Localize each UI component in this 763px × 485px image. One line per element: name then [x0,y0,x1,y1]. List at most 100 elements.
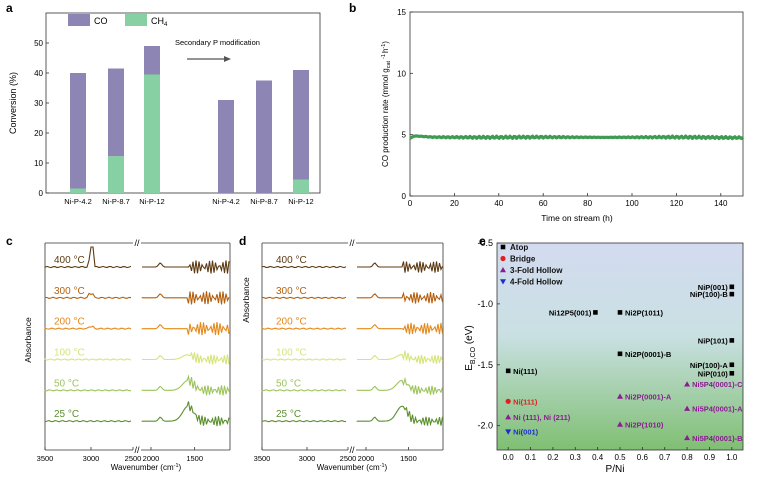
panel-a-annotation: Secondary P modification [175,38,260,47]
point-label: NiP(100)-A [690,361,729,370]
x-tick-label: 2000 [358,454,375,463]
panel-e-points: Ni(111) Ni(111) Ni (111), Ni (211) Ni(001) N… [505,283,743,443]
temperature-label: 200 °C [276,317,307,328]
marker-circle [500,255,506,262]
x-tick-label: 1.0 [726,453,738,462]
ir-trace-low [356,405,444,427]
y-tick-label: 0 [402,192,407,201]
y-tick-label: 15 [397,8,406,17]
x-tick-label: 1500 [186,454,203,463]
marker-square [500,244,506,250]
marker-triangle-up [684,434,691,441]
x-tick-label: 3000 [299,454,316,463]
bar-co [293,70,309,180]
marker-square [617,310,623,315]
ir-trace-high [44,420,132,423]
marker-triangle-down [505,429,512,435]
point-label: Ni(111) [513,367,538,376]
marker-square [617,351,623,357]
marker-square [729,291,735,297]
x-tick-label: 0.6 [637,453,649,462]
temperature-label: 300 °C [276,286,307,297]
panel-d-x-axis-label: Wavenumber (cm-1) [317,463,388,472]
ir-trace-high [44,292,132,299]
y-tick-label: -1.0 [477,299,493,309]
ir-trace-low [357,350,444,365]
point-label: NiP(100)-B [690,290,729,299]
y-tick-label: 20 [34,129,43,138]
ir-trace-high [261,296,347,299]
x-tick-label: 0.1 [525,453,537,462]
ir-trace-high [44,246,132,269]
ir-trace-low [142,260,230,274]
bar-ch4 [70,188,86,193]
marker-triangle-up [500,267,506,273]
x-tick-label: 3000 [83,454,100,463]
axis-break-mark-top: // [134,238,140,248]
marker-triangle-up [684,381,691,387]
point-label: Ni (111), Ni (211) [513,413,571,422]
ir-trace-low [142,351,230,365]
panel-b-y-axis-label: CO production rate (mmol gcat-1h-1) [381,41,392,167]
bar-co [108,68,124,157]
panel-d-y-axis-label: Absorbance [241,277,251,323]
marker-circle [505,398,511,404]
temperature-label: 100 °C [276,348,307,359]
x-tick-label: 20 [450,199,459,208]
x-tick-label: 3500 [37,454,54,463]
ir-trace-low [356,376,444,395]
legend-ch4-swatch [125,14,147,26]
x-tick-label: 80 [583,199,592,208]
point-label: Ni2P(1010) [625,420,664,429]
x-tick-label: 0 [408,199,413,208]
ir-trace-high [261,389,347,392]
panel-d-ir-spectra: d Absorbance // // 3500 3000 2500 2000 1500 400… [239,234,444,472]
ir-trace-high [44,358,132,361]
panel-b-x-ticks: 0 20 40 60 80 100 120 140 [408,193,728,208]
axis-break-mark-top: // [349,238,355,248]
point-label: Ni12P5(001) [549,308,592,317]
panel-a-y-axis-label: Conversion (%) [8,72,18,134]
point-label: Ni(111) [513,397,538,406]
panel-e-legend: Atop Bridge 3-Fold Hollow 4-Fold Hollow [500,243,563,287]
point-label: Ni2P(0001)-B [625,350,672,359]
ir-trace-high [261,358,347,361]
panel-b-frame [409,11,744,197]
x-tick-label: 0.9 [704,453,716,462]
ir-trace-low [141,322,230,336]
x-tick-label: 2500 [340,454,357,463]
marker-square [505,368,511,374]
ir-trace-low [141,291,230,305]
legend-label: Atop [510,243,528,252]
x-tick-label: 60 [539,199,548,208]
y-tick-label: -2.0 [477,421,493,431]
x-tick-label: 100 [625,199,639,208]
bar-ch4 [108,156,124,193]
panel-b-y-ticks: 0 5 10 15 [397,8,413,201]
x-tick-label: 3500 [254,454,271,463]
axis-break-mark: // [349,445,355,455]
legend-label: Bridge [510,255,536,264]
x-tick-label: 1500 [400,454,417,463]
panel-e-x-axis-label: P/Ni [606,464,625,475]
panel-d-plot: // // 3500 3000 2500 2000 1500 400 °C 300 °C 200 … [254,238,444,463]
bar-co [144,46,160,75]
bar-co [256,80,272,193]
temperature-label: 25 °C [276,409,301,420]
legend-label: 3-Fold Hollow [510,266,563,275]
panel-b-x-axis-label: Time on stream (h) [541,213,613,223]
panel-e-y-ticks: -0.5 -1.0 -1.5 -2.0 [477,238,500,431]
panel-b-letter: b [349,1,356,15]
ir-trace-high [261,327,346,330]
annotation-arrow-head [224,56,231,62]
panel-a-x-ticks: Ni-P-4.2 Ni-P-8.7 Ni-P-12 Ni-P-4.2 Ni-P-8.7 N… [64,197,313,206]
marker-square [729,338,735,343]
point-label: Ni5P4(0001)-C [692,380,743,389]
x-tick-label: 0.4 [592,453,604,462]
panel-e-letter: e [479,234,486,248]
legend-co-swatch [68,14,90,26]
bar-ch4 [293,179,309,193]
x-tick-label: 140 [714,199,728,208]
x-tick-label: 40 [494,199,503,208]
